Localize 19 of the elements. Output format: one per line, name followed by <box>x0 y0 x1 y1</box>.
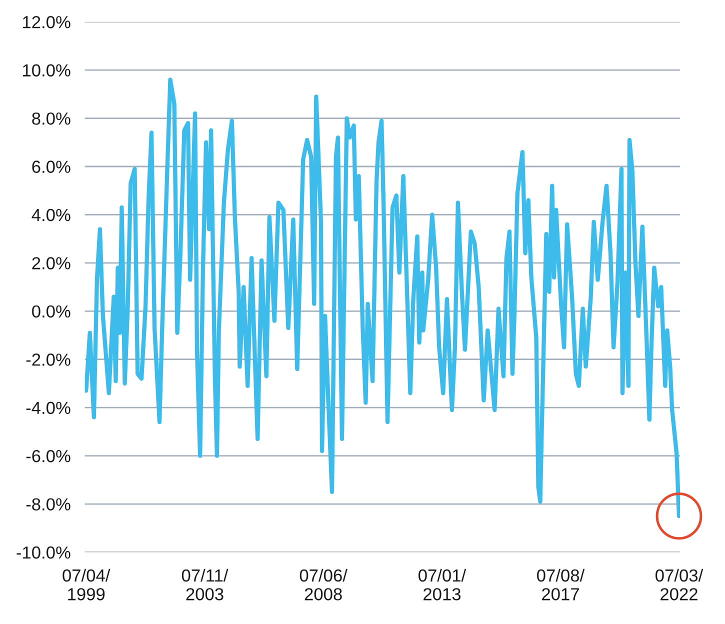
y-tick-label: 2.0% <box>32 257 70 270</box>
y-tick-label: 0.0% <box>32 305 70 318</box>
y-tick-label: -2.0% <box>26 354 70 366</box>
line-series <box>84 78 680 518</box>
y-tick-label: 12.0% <box>23 16 70 28</box>
y-tick-label: -8.0% <box>26 498 70 510</box>
y-tick-label: -6.0% <box>26 450 70 462</box>
x-tick-label: 07/01/ 2013 <box>418 568 466 600</box>
y-tick-label: 6.0% <box>32 160 70 173</box>
x-tick-label: 07/08/ 2017 <box>537 568 585 600</box>
x-tick-label: 07/03/ 2022 <box>656 568 704 600</box>
x-tick-label: 07/04/ 1999 <box>62 568 110 600</box>
y-tick-label: -10.0% <box>16 546 70 559</box>
y-tick-label: 8.0% <box>32 112 70 125</box>
x-tick-label: 07/11/ 2003 <box>182 568 228 600</box>
x-tick-label: 07/06/ 2008 <box>300 568 348 600</box>
y-tick-label: -4.0% <box>26 402 70 414</box>
y-tick-label: 4.0% <box>32 208 70 222</box>
y-tick-label: 10.0% <box>23 64 70 77</box>
